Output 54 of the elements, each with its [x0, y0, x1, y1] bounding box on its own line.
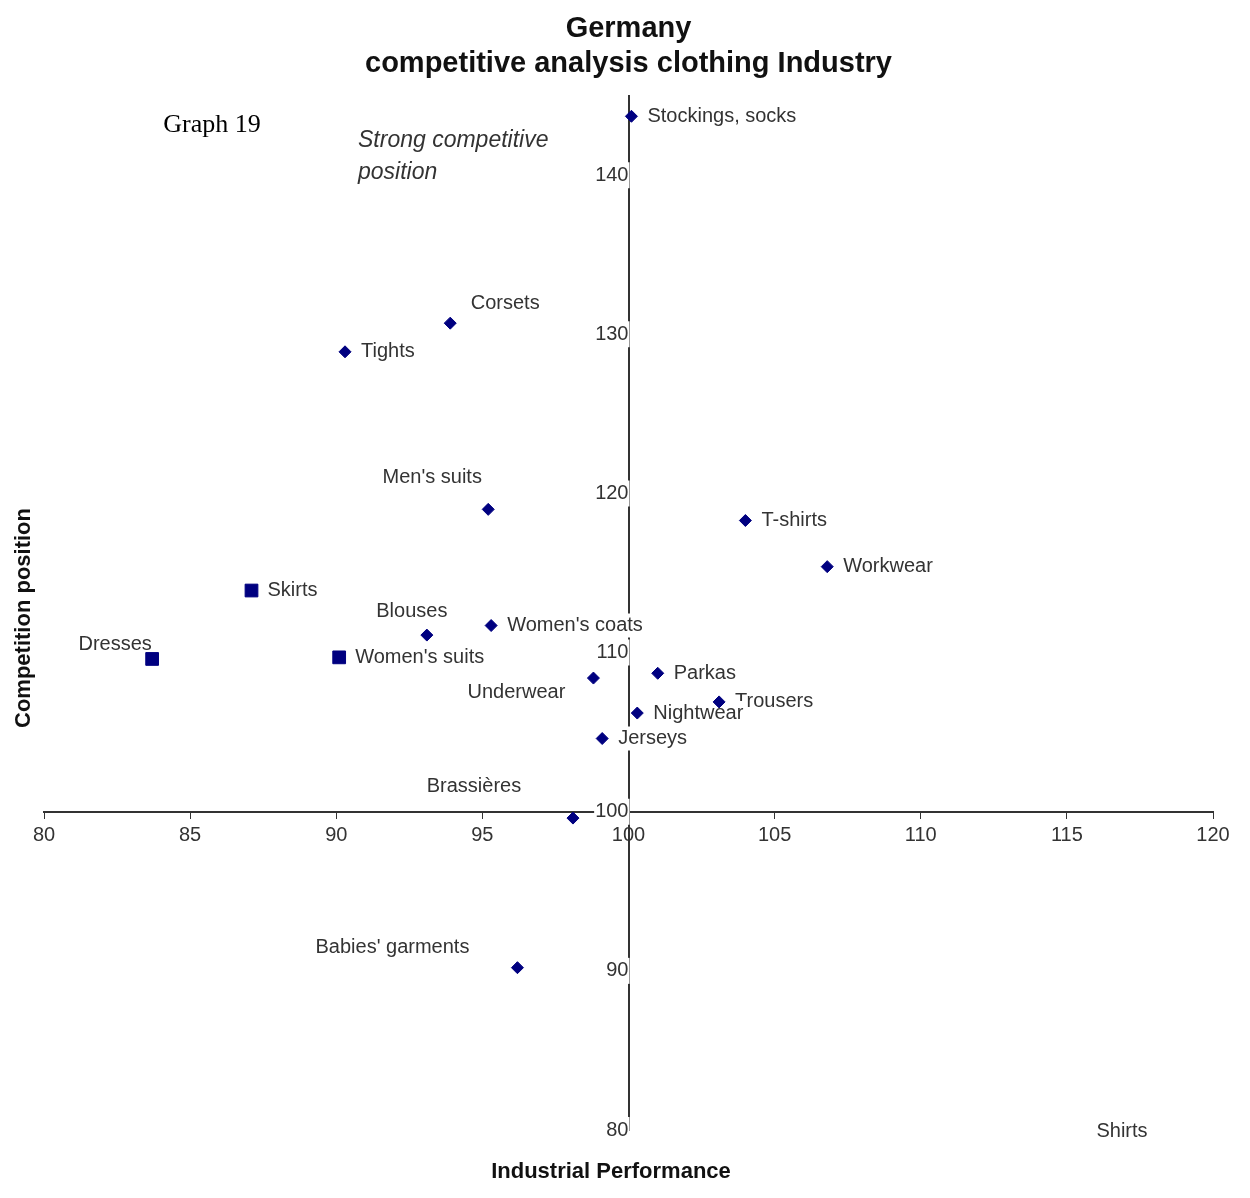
x-tick-label: 110 — [904, 823, 937, 846]
point — [566, 811, 580, 825]
annotation: Graph 19 — [163, 108, 261, 138]
annotation: Skirts — [267, 578, 318, 601]
point — [244, 583, 259, 598]
annotation: Workwear — [843, 554, 934, 577]
point — [738, 514, 752, 527]
annotation: Strong competitive position — [357, 126, 549, 185]
point — [420, 628, 434, 642]
chart-title: Germany competitive analysis clothing Industry — [365, 11, 892, 79]
annotation: Tights — [361, 339, 415, 362]
point — [510, 961, 524, 975]
annotation: Blouses — [376, 598, 448, 621]
x-axis-title: Industrial Performance — [491, 1158, 731, 1184]
x-tick-label: 105 — [757, 823, 792, 846]
point — [332, 650, 347, 665]
x-tick-label: 80 — [32, 823, 56, 846]
x-tick-label: 120 — [1196, 823, 1230, 846]
annotation: Underwear — [467, 679, 566, 702]
point — [651, 666, 665, 680]
y-tick-label: 100 — [595, 799, 629, 822]
annotation: Women's suits — [355, 644, 485, 667]
x-tick-label: 115 — [1050, 823, 1083, 846]
y-tick-label: 80 — [606, 1117, 629, 1140]
point — [145, 652, 159, 666]
point — [630, 706, 644, 720]
point — [586, 671, 600, 685]
y-tick-label: 110 — [596, 640, 629, 663]
x-tick-label: 90 — [325, 823, 348, 846]
annotation: Dresses — [78, 632, 152, 655]
point — [443, 316, 457, 330]
annotation: Babies' garments — [315, 935, 470, 958]
point — [481, 502, 495, 516]
annotation: Jerseys — [618, 726, 688, 749]
annotation: Parkas — [673, 660, 736, 683]
annotation: T-shirts — [761, 508, 827, 531]
y-axis-title: Competition position — [10, 508, 36, 728]
point — [484, 619, 498, 633]
x-tick-label: 95 — [471, 823, 494, 846]
annotation: Women's coats — [507, 613, 643, 636]
point — [624, 109, 638, 123]
annotation: Brassières — [426, 773, 522, 796]
point — [820, 560, 834, 574]
annotation: Men's suits — [382, 464, 482, 487]
y-tick-label: 140 — [595, 162, 629, 185]
annotation: Corsets — [470, 290, 540, 313]
annotation: Stockings, socks — [647, 103, 797, 126]
x-tick-label: 85 — [179, 823, 202, 846]
y-tick-label: 120 — [595, 480, 629, 503]
y-tick-label: 90 — [606, 958, 629, 981]
y-tick-label: 130 — [595, 321, 629, 344]
point — [338, 345, 352, 359]
annotation: Shirts — [1096, 1118, 1148, 1141]
point — [595, 732, 609, 746]
